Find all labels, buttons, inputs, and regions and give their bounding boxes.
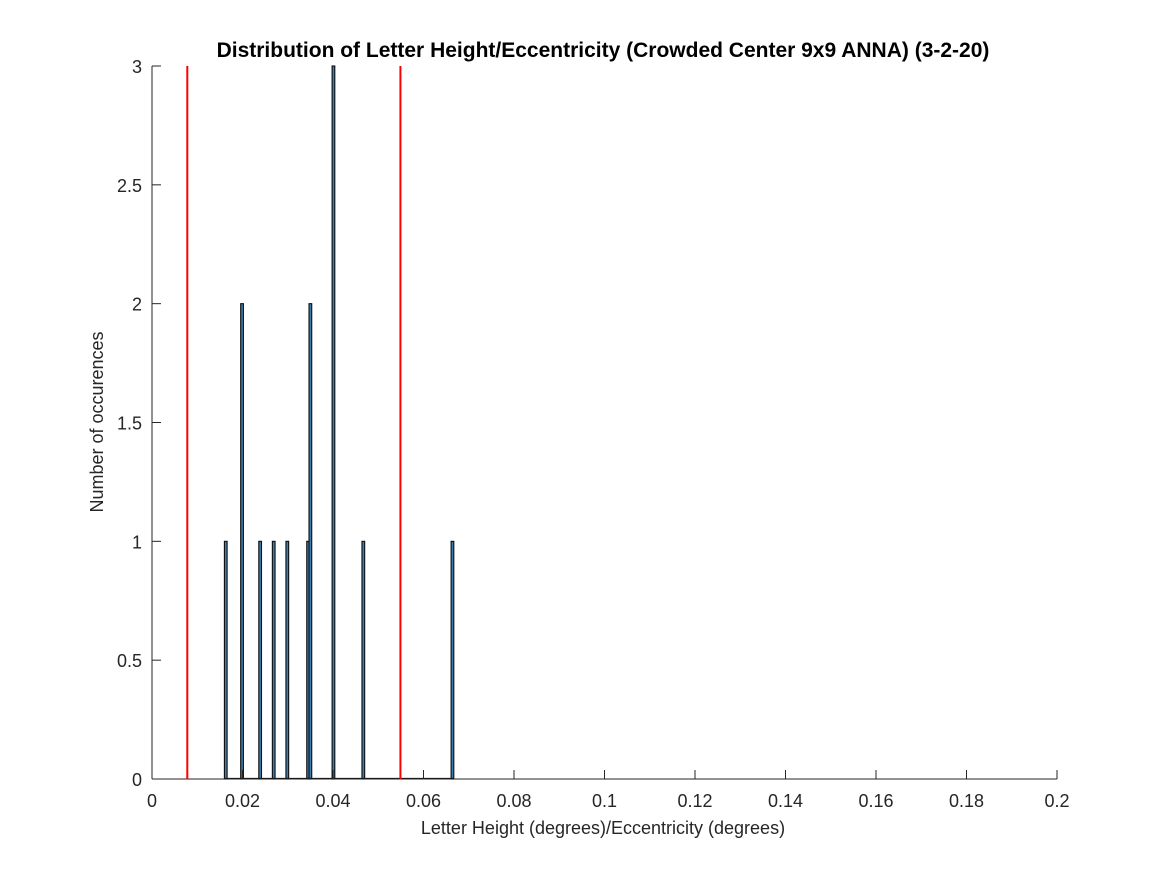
x-tick-label: 0.14: [768, 791, 803, 811]
histogram-bar: [361, 540, 366, 780]
x-tick-label: 0: [147, 791, 157, 811]
y-tick-label: 1.5: [117, 414, 142, 434]
y-tick-label: 1: [132, 532, 142, 552]
chart-title: Distribution of Letter Height/Eccentrici…: [217, 39, 990, 62]
histogram-bar: [331, 65, 336, 780]
x-tick-label: 0.06: [406, 791, 441, 811]
y-tick-label: 2: [132, 295, 142, 315]
histogram-bar: [308, 303, 313, 780]
y-tick-label: 0.5: [117, 651, 142, 671]
plot-area: [152, 66, 1057, 779]
x-tick-label: 0.1: [592, 791, 617, 811]
x-tick-label: 0.08: [496, 791, 531, 811]
histogram-bar: [258, 540, 263, 780]
y-tick-label: 0: [132, 770, 142, 790]
histogram-bar: [285, 540, 290, 780]
x-tick-label: 0.12: [677, 791, 712, 811]
y-tick-label: 3: [132, 57, 142, 77]
x-tick-label: 0.02: [225, 791, 260, 811]
histogram-bar: [450, 540, 455, 780]
y-tick-label: 2.5: [117, 176, 142, 196]
x-tick-label: 0.16: [858, 791, 893, 811]
histogram-bar: [240, 303, 244, 780]
x-tick-label: 0.18: [949, 791, 984, 811]
x-tick-label: 0.04: [315, 791, 350, 811]
reference-lines-layer: [186, 66, 402, 779]
histogram-bar: [271, 540, 276, 780]
ticks-layer: 0 0.02 0.04 0.06 0.08 0.1 0.12 0.14 0.16 0.18 0.2 0…: [117, 57, 1070, 811]
x-tick-label: 0.2: [1044, 791, 1069, 811]
histogram-bar: [223, 540, 228, 780]
x-axis-label: Letter Height (degrees)/Eccentricity (de…: [421, 818, 785, 838]
y-axis-label: Number of occurences: [87, 331, 107, 512]
